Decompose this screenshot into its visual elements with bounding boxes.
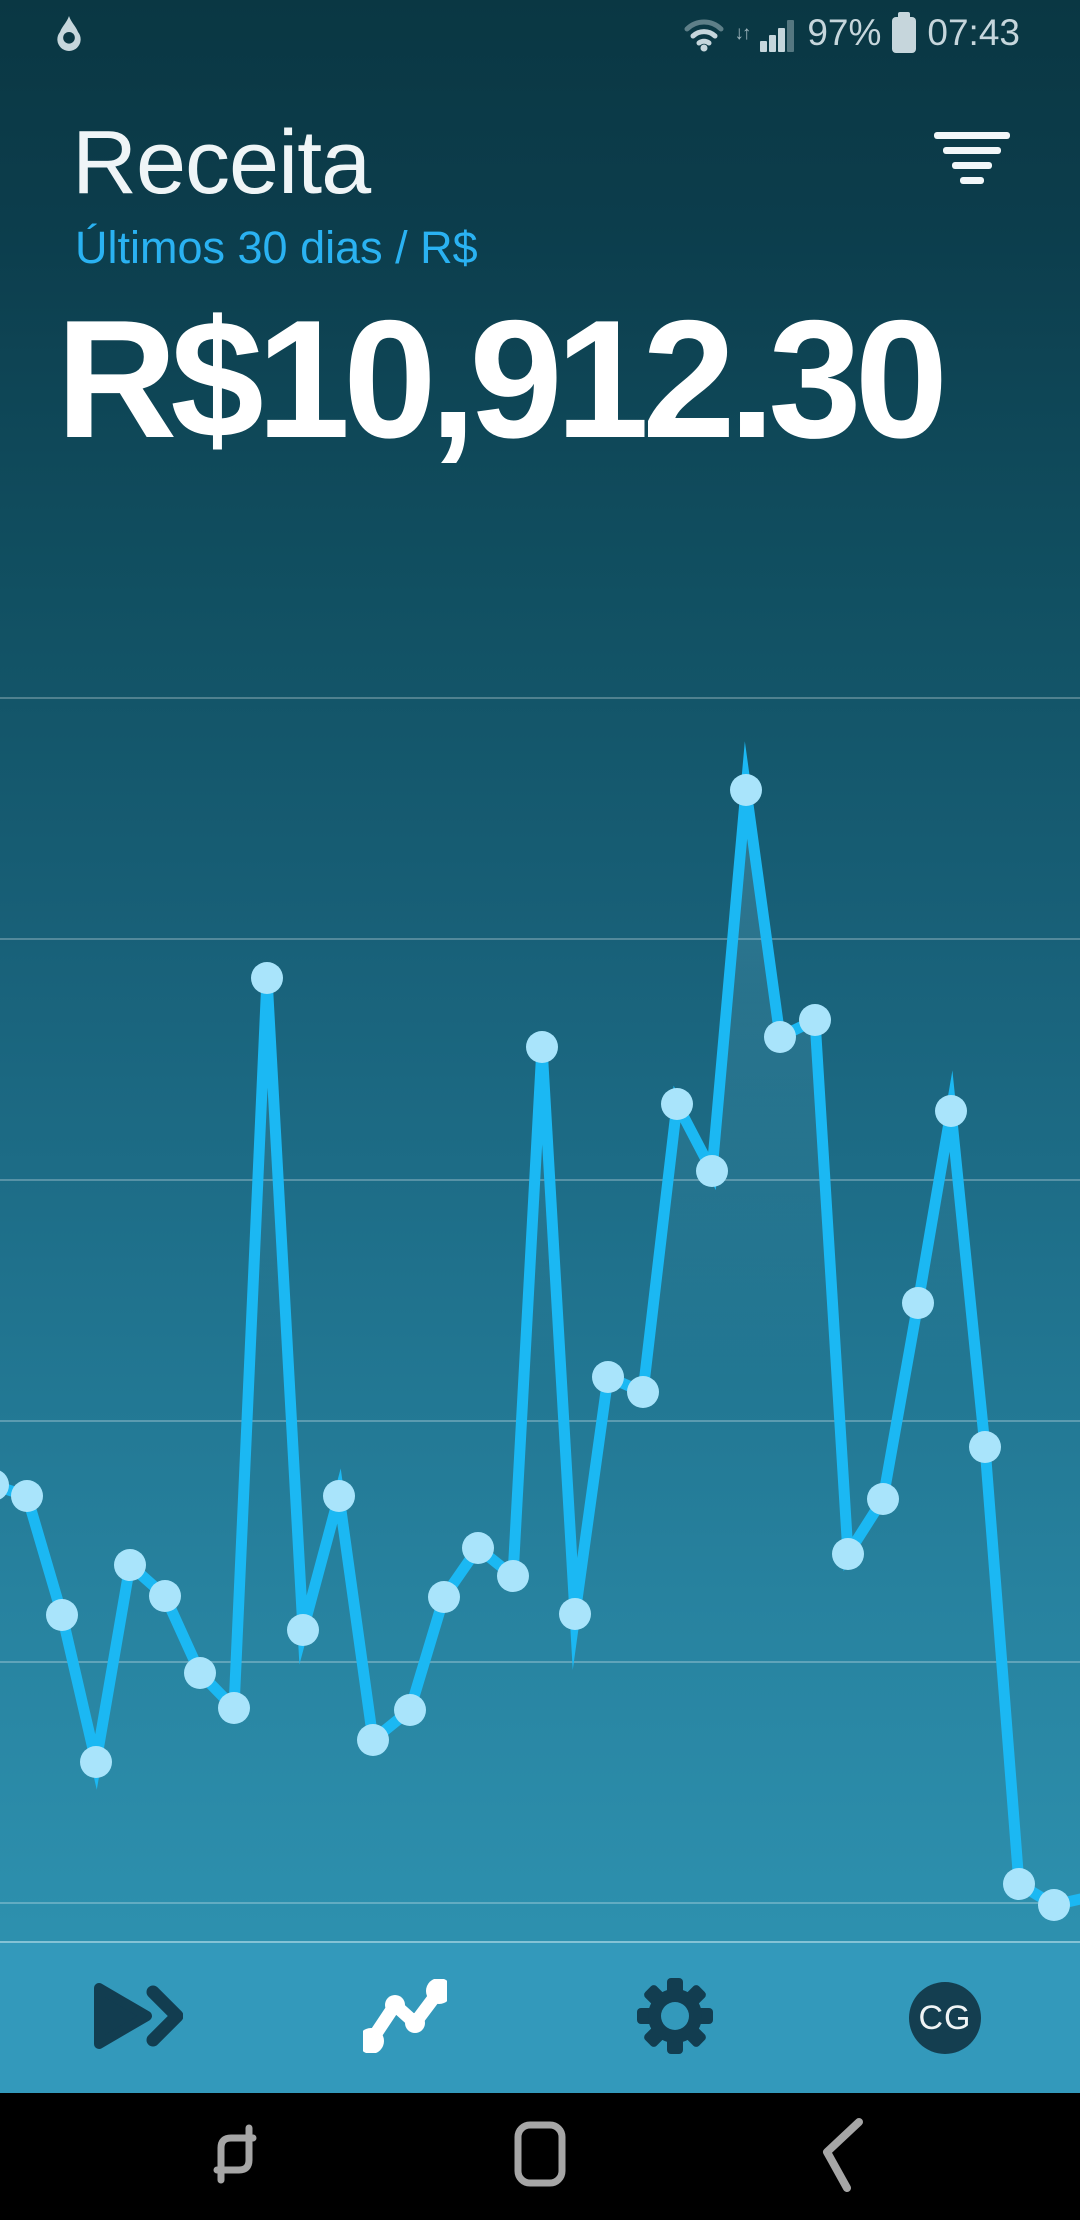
flame-notification-icon	[54, 15, 84, 56]
chart-point-dot	[935, 1095, 967, 1127]
clock: 07:43	[927, 12, 1020, 53]
line-chart-icon	[358, 1977, 452, 2058]
chart-point-dot	[627, 1376, 659, 1408]
back-icon	[813, 2114, 877, 2199]
battery-percent: 97%	[807, 12, 882, 53]
revenue-chart[interactable]	[0, 480, 1080, 1945]
android-navigation-bar	[0, 2093, 1080, 2220]
chart-point-dot	[867, 1483, 899, 1515]
avatar-initials: CG	[918, 1998, 972, 2037]
chart-point-dot	[46, 1599, 78, 1631]
chart-point-dot	[592, 1361, 624, 1393]
chart-point-dot	[11, 1480, 43, 1512]
chart-point-dot	[0, 1470, 9, 1500]
chart-point-dot	[149, 1580, 181, 1612]
settings-gear-icon	[633, 1974, 717, 2063]
chart-point-dot	[218, 1692, 250, 1724]
battery-icon	[892, 12, 917, 53]
chart-point-dot	[969, 1431, 1001, 1463]
nav-profile-button[interactable]: CG	[885, 1958, 1005, 2078]
chart-point-dot	[730, 774, 762, 806]
chart-point-dot	[764, 1021, 796, 1053]
home-button[interactable]	[485, 2102, 595, 2212]
nav-settings-button[interactable]	[615, 1958, 735, 2078]
wifi-updown-arrows-icon: ↓↑	[734, 23, 751, 44]
revenue-line-chart-svg	[0, 697, 1080, 1945]
chart-point-dot	[114, 1549, 146, 1581]
chart-point-dot	[696, 1155, 728, 1187]
wifi-icon	[681, 12, 727, 54]
chart-point-dot	[902, 1287, 934, 1319]
chart-point-dot	[287, 1614, 319, 1646]
chart-point-dot	[559, 1598, 591, 1630]
filter-button[interactable]	[928, 126, 1016, 190]
nav-fast-forward-button[interactable]	[75, 1958, 195, 2078]
chart-point-dot	[80, 1746, 112, 1778]
fast-forward-icon	[87, 1974, 184, 2063]
status-bar: ↓↑ 97% 07:43	[0, 0, 1080, 66]
chart-point-dot	[1003, 1868, 1035, 1900]
filter-funnel-icon	[934, 132, 1010, 139]
chart-point-dot	[428, 1581, 460, 1613]
chart-points	[0, 774, 1070, 1921]
recents-button[interactable]	[180, 2102, 290, 2212]
chart-point-dot	[497, 1560, 529, 1592]
signal-strength-icon	[760, 16, 796, 57]
chart-point-dot	[184, 1657, 216, 1689]
chart-point-dot	[251, 962, 283, 994]
back-button[interactable]	[790, 2102, 900, 2212]
chart-area-fill	[0, 790, 1080, 1945]
recents-icon	[203, 2122, 267, 2191]
chart-point-dot	[661, 1088, 693, 1120]
chart-point-dot	[394, 1694, 426, 1726]
page-subtitle: Últimos 30 dias / R$	[75, 222, 478, 273]
chart-point-dot	[832, 1538, 864, 1570]
chart-point-dot	[799, 1004, 831, 1036]
bottom-navigation: CG	[0, 1941, 1080, 2093]
chart-point-dot	[1038, 1889, 1070, 1921]
nav-chart-button[interactable]	[345, 1958, 465, 2078]
page-title: Receita	[72, 113, 371, 213]
chart-point-dot	[357, 1724, 389, 1756]
chart-point-dot	[462, 1532, 494, 1564]
chart-point-dot	[526, 1031, 558, 1063]
home-icon	[510, 2119, 570, 2194]
avatar: CG	[909, 1982, 981, 2054]
total-amount: R$10,912.30	[56, 285, 948, 473]
chart-point-dot	[323, 1480, 355, 1512]
